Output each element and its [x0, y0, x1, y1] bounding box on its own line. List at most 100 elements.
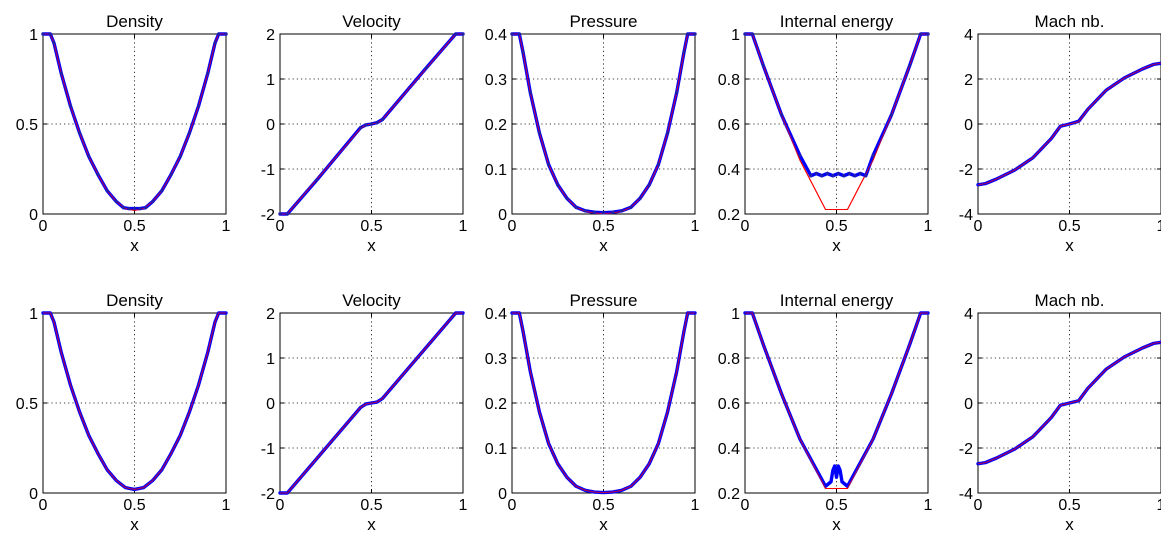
x-tick-label: 0.5 [1058, 218, 1080, 235]
x-tick-label: 0.5 [1058, 497, 1080, 514]
x-tick-label: 0.5 [123, 218, 145, 235]
data-marker [424, 66, 428, 70]
data-marker [521, 50, 525, 54]
data-marker [196, 104, 201, 108]
data-marker [138, 207, 142, 211]
x-tick-label: 0.5 [825, 218, 847, 235]
data-marker [853, 174, 857, 178]
data-marker [780, 113, 784, 117]
x-tick-label: 1 [1157, 497, 1161, 514]
x-tick-label: 0 [741, 218, 750, 235]
y-tick-label: 0.3 [485, 72, 507, 89]
data-marker [693, 32, 697, 36]
data-marker [41, 32, 45, 36]
data-marker [665, 131, 670, 135]
y-tick-label: 0 [29, 207, 38, 224]
y-tick-label: 4 [964, 27, 973, 44]
y-tick-label: -2 [261, 486, 275, 503]
y-tick-label: -4 [959, 486, 973, 503]
x-tick-label: 0 [508, 497, 517, 514]
data-marker [798, 153, 802, 158]
data-marker [908, 63, 912, 68]
exact-solution-overlay [280, 312, 463, 494]
data-marker [143, 206, 148, 210]
data-marker [537, 131, 542, 135]
data-marker [121, 206, 126, 210]
data-marker [864, 174, 868, 178]
x-axis-label: x [832, 515, 841, 534]
data-marker [224, 32, 228, 36]
exact-solution-overlay [977, 62, 1161, 186]
data-marker [592, 210, 596, 214]
y-tick-label: 2 [964, 351, 973, 368]
y-tick-label: 0.5 [16, 117, 38, 134]
data-marker [369, 122, 374, 126]
x-tick-label: 1 [459, 497, 468, 514]
y-tick-label: 1 [29, 306, 38, 323]
data-marker [919, 32, 923, 36]
data-marker [114, 199, 118, 203]
x-tick-label: 0.5 [360, 497, 382, 514]
data-marker [454, 32, 458, 36]
data-marker [132, 207, 137, 211]
x-axis-label: x [599, 515, 608, 534]
x-tick-label: 0 [508, 218, 517, 235]
data-marker [375, 121, 379, 125]
x-tick-label: 0 [39, 497, 48, 514]
subplot-title: Mach nb. [1035, 291, 1105, 310]
data-marker [601, 211, 606, 215]
x-tick-label: 1 [222, 497, 231, 514]
subplot-2-1: 0 0.5 1 0 0.5 1 Density x [16, 291, 231, 534]
data-marker [528, 90, 532, 95]
subplot-2-5: 0 0.5 1 -4 -2 0 2 4 Mach nb. x [959, 291, 1161, 534]
subplot-title: Velocity [342, 291, 401, 310]
data-marker [68, 104, 73, 108]
y-tick-label: -4 [959, 207, 973, 224]
x-axis-label: x [599, 236, 608, 255]
data-marker [926, 32, 930, 36]
x-tick-label: 0.5 [592, 218, 614, 235]
y-tick-label: -2 [959, 441, 973, 458]
x-tick-label: 0 [974, 218, 983, 235]
subplot-1-3: 0 0.5 1 0 0.1 0.2 0.3 0.4 Pressure x [485, 12, 700, 255]
y-tick-label: 0.4 [718, 441, 740, 458]
data-marker [213, 41, 217, 45]
data-marker [315, 178, 319, 182]
data-marker [647, 183, 651, 187]
data-marker [160, 189, 164, 193]
x-tick-label: 1 [924, 497, 933, 514]
data-marker [675, 90, 679, 95]
subplot-1-4: 0 0.5 1 0.2 0.4 0.6 0.8 1 Internal energy x [718, 12, 933, 255]
y-tick-label: 0.2 [718, 207, 740, 224]
data-marker [59, 72, 63, 76]
exact-solution-overlay [512, 312, 695, 494]
data-marker [686, 32, 690, 36]
data-marker [814, 171, 818, 176]
data-marker [565, 196, 569, 200]
data-marker [574, 205, 578, 209]
y-tick-label: 0 [498, 486, 507, 503]
subplot-title: Density [106, 12, 163, 31]
y-tick-label: 0 [964, 117, 973, 134]
subplot-title: Internal energy [780, 12, 894, 31]
subplot-title: Density [106, 291, 163, 310]
y-tick-label: 1 [29, 27, 38, 44]
data-marker [358, 126, 363, 130]
data-marker [380, 117, 385, 122]
data-marker [52, 41, 56, 45]
y-tick-label: 0.2 [718, 486, 740, 503]
y-tick-label: 0 [266, 117, 275, 134]
exact-solution-overlay [43, 312, 226, 490]
data-marker [364, 123, 368, 127]
exact-solution-overlay [745, 33, 928, 211]
x-tick-label: 1 [459, 218, 468, 235]
subplot-1-5: 0 0.5 1 -4 -2 0 2 4 Mach nb. x [959, 12, 1161, 255]
data-marker [151, 199, 155, 203]
x-tick-label: 0 [276, 497, 285, 514]
exact-solution-overlay [43, 33, 226, 211]
data-marker [809, 174, 813, 178]
data-marker [743, 32, 747, 36]
subplot-2-3: 0 0.5 1 0 0.1 0.2 0.3 0.4 Pressure x [485, 291, 700, 534]
data-marker [556, 183, 560, 187]
